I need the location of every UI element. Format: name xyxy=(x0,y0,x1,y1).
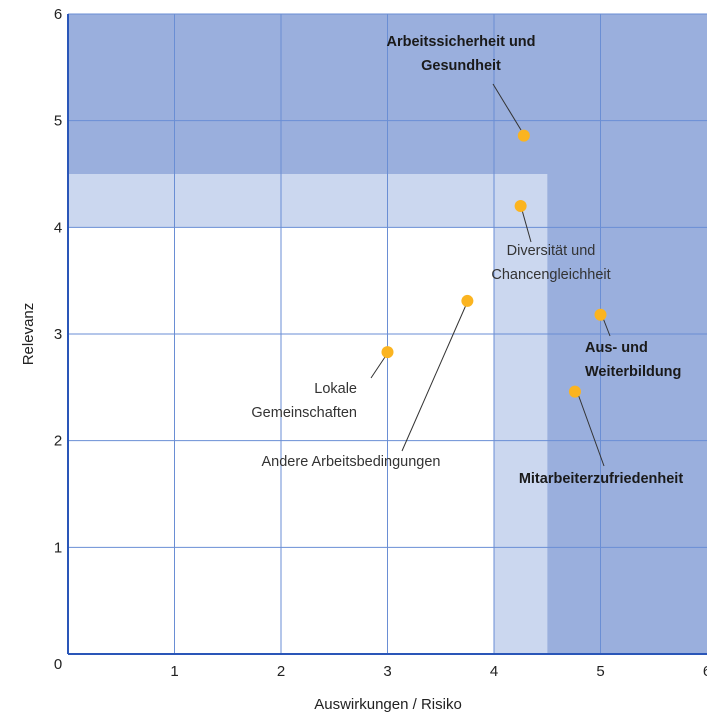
data-point-label: Aus- und Weiterbildung xyxy=(585,340,681,380)
data-point xyxy=(461,294,474,307)
y-tick-label: 5 xyxy=(54,113,62,130)
x-tick-label: 3 xyxy=(383,663,391,680)
x-axis-ticks: 1 2 3 4 5 6 xyxy=(170,663,707,680)
grid-lines xyxy=(68,13,707,654)
axes xyxy=(67,14,707,655)
data-point-labels: Arbeitssicherheit und Gesundheit Diversitä… xyxy=(251,34,683,487)
y-axis-title: Relevanz xyxy=(20,303,37,366)
data-point xyxy=(517,129,530,142)
leader-line xyxy=(577,393,605,467)
x-tick-label: 1 xyxy=(170,663,178,680)
y-tick-label: 6 xyxy=(54,6,62,23)
y-tick-label: 4 xyxy=(54,219,62,236)
data-point-label: Arbeitssicherheit und Gesundheit xyxy=(386,34,535,74)
x-tick-label: 6 xyxy=(703,663,707,680)
leader-line xyxy=(401,304,467,452)
x-tick-label: 4 xyxy=(490,663,498,680)
y-axis-ticks: 0 1 2 3 4 5 6 xyxy=(54,6,62,673)
data-point-label: Diversität und Chancengleichheit xyxy=(491,243,610,283)
leader-line xyxy=(370,353,388,379)
y-tick-label: 3 xyxy=(54,326,62,343)
leader-line xyxy=(492,83,522,131)
x-axis-title: Auswirkungen / Risiko xyxy=(314,696,462,713)
data-point-label: Andere Arbeitsbedingungen xyxy=(262,454,441,470)
x-tick-label: 5 xyxy=(596,663,604,680)
data-point xyxy=(514,200,527,212)
data-point xyxy=(568,385,581,398)
data-point-label: Lokale Gemeinschaften xyxy=(251,381,357,421)
x-tick-label: 2 xyxy=(277,663,285,680)
data-point-label: Mitarbeiterzufriedenheit xyxy=(519,471,684,487)
leader-line xyxy=(521,209,532,243)
zone-medium-1 xyxy=(68,174,548,228)
data-points xyxy=(381,129,607,398)
leader-line xyxy=(602,317,611,337)
label-leader-lines xyxy=(370,83,611,467)
y-tick-label: 1 xyxy=(54,539,62,556)
y-tick-label: 2 xyxy=(54,433,62,450)
data-point xyxy=(381,346,394,359)
zone-medium-2 xyxy=(494,174,548,654)
data-point xyxy=(594,308,607,321)
origin-tick-label: 0 xyxy=(54,656,62,673)
